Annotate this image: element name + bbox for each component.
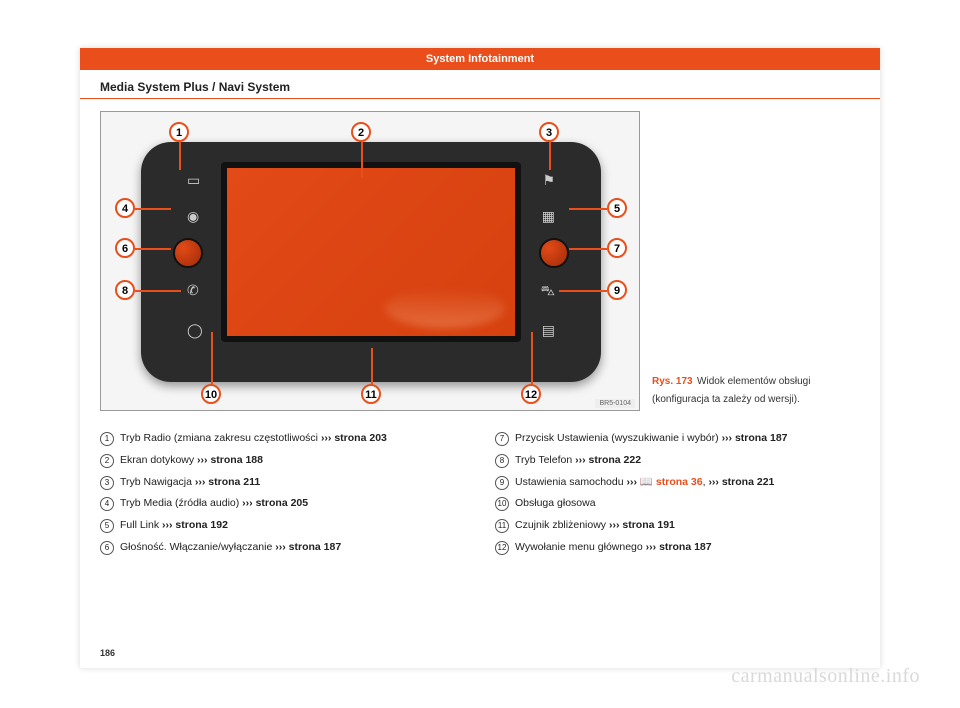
legend-number: 1 — [100, 432, 114, 446]
legend-text: Tryb Media (źródła audio) ››› strona 205 — [120, 496, 308, 512]
watermark: carmanualsonline.info — [731, 665, 920, 688]
volume-knob — [173, 238, 203, 268]
legend-number: 6 — [100, 541, 114, 555]
leader — [549, 142, 551, 170]
legend-item: 5 Full Link ››› strona 192 — [100, 518, 465, 534]
menu-icon: ▤ — [542, 322, 555, 339]
leader — [361, 142, 363, 178]
legend-text: Tryb Telefon ››› strona 222 — [515, 453, 641, 469]
leader — [569, 208, 607, 210]
leader — [559, 290, 607, 292]
leader — [569, 248, 607, 250]
legend-col-right: 7 Przycisk Ustawienia (wyszukiwanie i wyb… — [495, 431, 860, 562]
settings-knob — [539, 238, 569, 268]
leader — [135, 290, 181, 292]
callout-1: 1 — [169, 122, 189, 142]
phone-icon: ✆ — [187, 282, 199, 299]
legend-number: 3 — [100, 476, 114, 490]
legend-number: 10 — [495, 497, 509, 511]
manual-page: System Infotainment Media System Plus / … — [80, 48, 880, 668]
leader — [179, 142, 181, 170]
legend-text: Tryb Nawigacja ››› strona 211 — [120, 475, 260, 491]
callout-9: 9 — [607, 280, 627, 300]
callout-11: 11 — [361, 384, 381, 404]
legend-text: Obsługa głosowa — [515, 496, 596, 512]
legend-number: 12 — [495, 541, 509, 555]
legend-text: Ekran dotykowy ››› strona 188 — [120, 453, 263, 469]
leader — [531, 332, 533, 384]
legend-text: Tryb Radio (zmiana zakresu częstotliwośc… — [120, 431, 387, 447]
legend-number: 11 — [495, 519, 509, 533]
legend-item: 9 Ustawienia samochodu ››› 📖 strona 36, ›… — [495, 475, 860, 491]
legend-number: 5 — [100, 519, 114, 533]
header-bar: System Infotainment — [80, 48, 880, 70]
callout-6: 6 — [115, 238, 135, 258]
legend-item: 6 Głośność. Włączanie/wyłączanie ››› stro… — [100, 540, 465, 556]
legend-item: 3 Tryb Nawigacja ››› strona 211 — [100, 475, 465, 491]
callout-12: 12 — [521, 384, 541, 404]
callout-10: 10 — [201, 384, 221, 404]
legend-item: 12 Wywołanie menu głównego ››› strona 187 — [495, 540, 860, 556]
section-title: Media System Plus / Navi System — [80, 70, 880, 99]
callout-3: 3 — [539, 122, 559, 142]
leader — [371, 348, 373, 384]
car-icon: ⛍ — [541, 282, 555, 301]
leader — [135, 208, 171, 210]
legend-item: 11 Czujnik zbliżeniowy ››› strona 191 — [495, 518, 860, 534]
legend-number: 2 — [100, 454, 114, 468]
legend-item: 2 Ekran dotykowy ››› strona 188 — [100, 453, 465, 469]
device-figure: ▭ ◉ ✆ ◯ ⚑ ▦ ⛍ ▤ 1 2 3 4 5 6 7 8 9 10 11 … — [100, 111, 640, 411]
legend-item: 10 Obsługa głosowa — [495, 496, 860, 512]
callout-8: 8 — [115, 280, 135, 300]
legend-columns: 1 Tryb Radio (zmiana zakresu częstotliwoś… — [80, 421, 880, 562]
legend-number: 4 — [100, 497, 114, 511]
legend-number: 9 — [495, 476, 509, 490]
legend-item: 8 Tryb Telefon ››› strona 222 — [495, 453, 860, 469]
legend-text: Ustawienia samochodu ››› 📖 strona 36, ››… — [515, 475, 774, 491]
legend-item: 7 Przycisk Ustawienia (wyszukiwanie i wyb… — [495, 431, 860, 447]
legend-text: Wywołanie menu głównego ››› strona 187 — [515, 540, 712, 556]
media-icon: ◉ — [187, 208, 199, 225]
fulllink-icon: ▦ — [542, 208, 555, 225]
figure-caption-column: Rys. 173 Widok elementów obsługi (konfig… — [652, 111, 852, 411]
legend-text: Głośność. Włączanie/wyłączanie ››› stron… — [120, 540, 341, 556]
header-title: System Infotainment — [426, 53, 534, 65]
leader — [211, 332, 213, 384]
page-number: 186 — [100, 648, 115, 658]
nav-icon: ⚑ — [542, 172, 555, 189]
legend-item: 4 Tryb Media (źródła audio) ››› strona 20… — [100, 496, 465, 512]
leader — [135, 248, 171, 250]
callout-5: 5 — [607, 198, 627, 218]
callout-7: 7 — [607, 238, 627, 258]
legend-number: 7 — [495, 432, 509, 446]
legend-number: 8 — [495, 454, 509, 468]
callout-2: 2 — [351, 122, 371, 142]
callout-4: 4 — [115, 198, 135, 218]
figure-label: Rys. 173 — [652, 376, 693, 387]
voice-icon: ◯ — [187, 322, 203, 339]
figure-block: ▭ ◉ ✆ ◯ ⚑ ▦ ⛍ ▤ 1 2 3 4 5 6 7 8 9 10 11 … — [80, 111, 880, 421]
legend-col-left: 1 Tryb Radio (zmiana zakresu częstotliwoś… — [100, 431, 465, 562]
legend-text: Czujnik zbliżeniowy ››› strona 191 — [515, 518, 675, 534]
legend-text: Full Link ››› strona 192 — [120, 518, 228, 534]
radio-icon: ▭ — [187, 172, 200, 189]
touch-screen — [221, 162, 521, 342]
figure-refcode: BR5-0104 — [595, 399, 635, 408]
legend-item: 1 Tryb Radio (zmiana zakresu częstotliwoś… — [100, 431, 465, 447]
legend-text: Przycisk Ustawienia (wyszukiwanie i wybó… — [515, 431, 788, 447]
